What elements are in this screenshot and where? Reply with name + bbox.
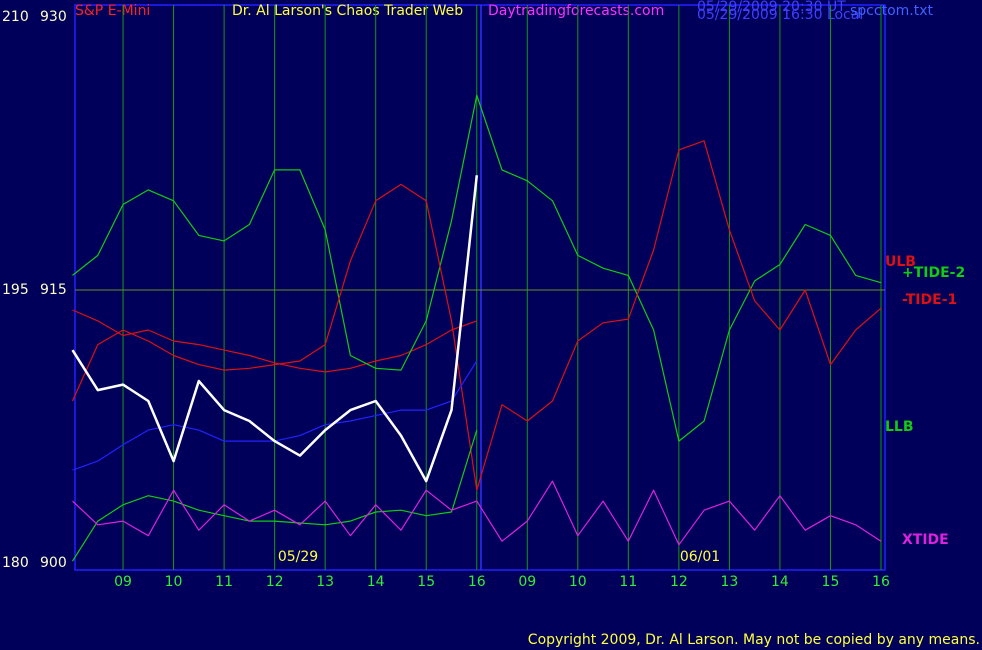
copyright: Copyright 2009, Dr. Al Larson. May not b… <box>528 632 980 648</box>
x-tick-label: 11 <box>619 574 637 590</box>
x-tick-label: 11 <box>215 574 233 590</box>
x-tick-label: 15 <box>822 574 840 590</box>
x-tick-label: 13 <box>316 574 334 590</box>
series-line <box>72 480 882 546</box>
legend-label: +TIDE-2 <box>902 265 965 281</box>
x-tick-label: 10 <box>165 574 183 590</box>
x-tick-label: 16 <box>872 574 890 590</box>
series-line <box>71 175 479 483</box>
x-tick-label: 15 <box>417 574 435 590</box>
instrument: S&P E-Mini <box>75 3 150 19</box>
y2-tick-label: 180 <box>2 555 29 571</box>
file-name: spcctom.txt <box>850 3 933 19</box>
plot-frame <box>74 4 886 571</box>
x-tick-label: 12 <box>266 574 284 590</box>
x-tick-label: 13 <box>720 574 738 590</box>
date-label: 06/01 <box>680 549 720 565</box>
x-tick-label: 14 <box>367 574 385 590</box>
series-line <box>71 140 882 491</box>
legend-label: XTIDE <box>902 532 949 548</box>
chart-title: Dr. Al Larson's Chaos Trader Web <box>232 3 463 19</box>
y-tick-label: 930 <box>40 9 67 25</box>
site: Daytradingforecasts.com <box>488 3 664 19</box>
y-tick-label: 900 <box>40 555 67 571</box>
legend-label: LLB <box>885 419 914 435</box>
legend-label: -TIDE-1 <box>902 292 957 308</box>
series-line <box>71 429 478 562</box>
y2-tick-label: 195 <box>2 282 29 298</box>
series-line <box>72 94 882 442</box>
series-line <box>72 309 478 373</box>
x-tick-label: 10 <box>569 574 587 590</box>
x-tick-label: 14 <box>771 574 789 590</box>
date-label: 05/29 <box>278 549 318 565</box>
x-tick-label: 09 <box>114 574 132 590</box>
timestamp: 05/29/2009 20:30 UT <box>697 0 846 15</box>
y2-tick-label: 210 <box>2 9 29 25</box>
y-tick-label: 915 <box>40 282 67 298</box>
x-tick-label: 12 <box>670 574 688 590</box>
x-tick-label: 09 <box>518 574 536 590</box>
legend-label: ULB <box>885 254 916 270</box>
x-tick-label: 16 <box>468 574 486 590</box>
